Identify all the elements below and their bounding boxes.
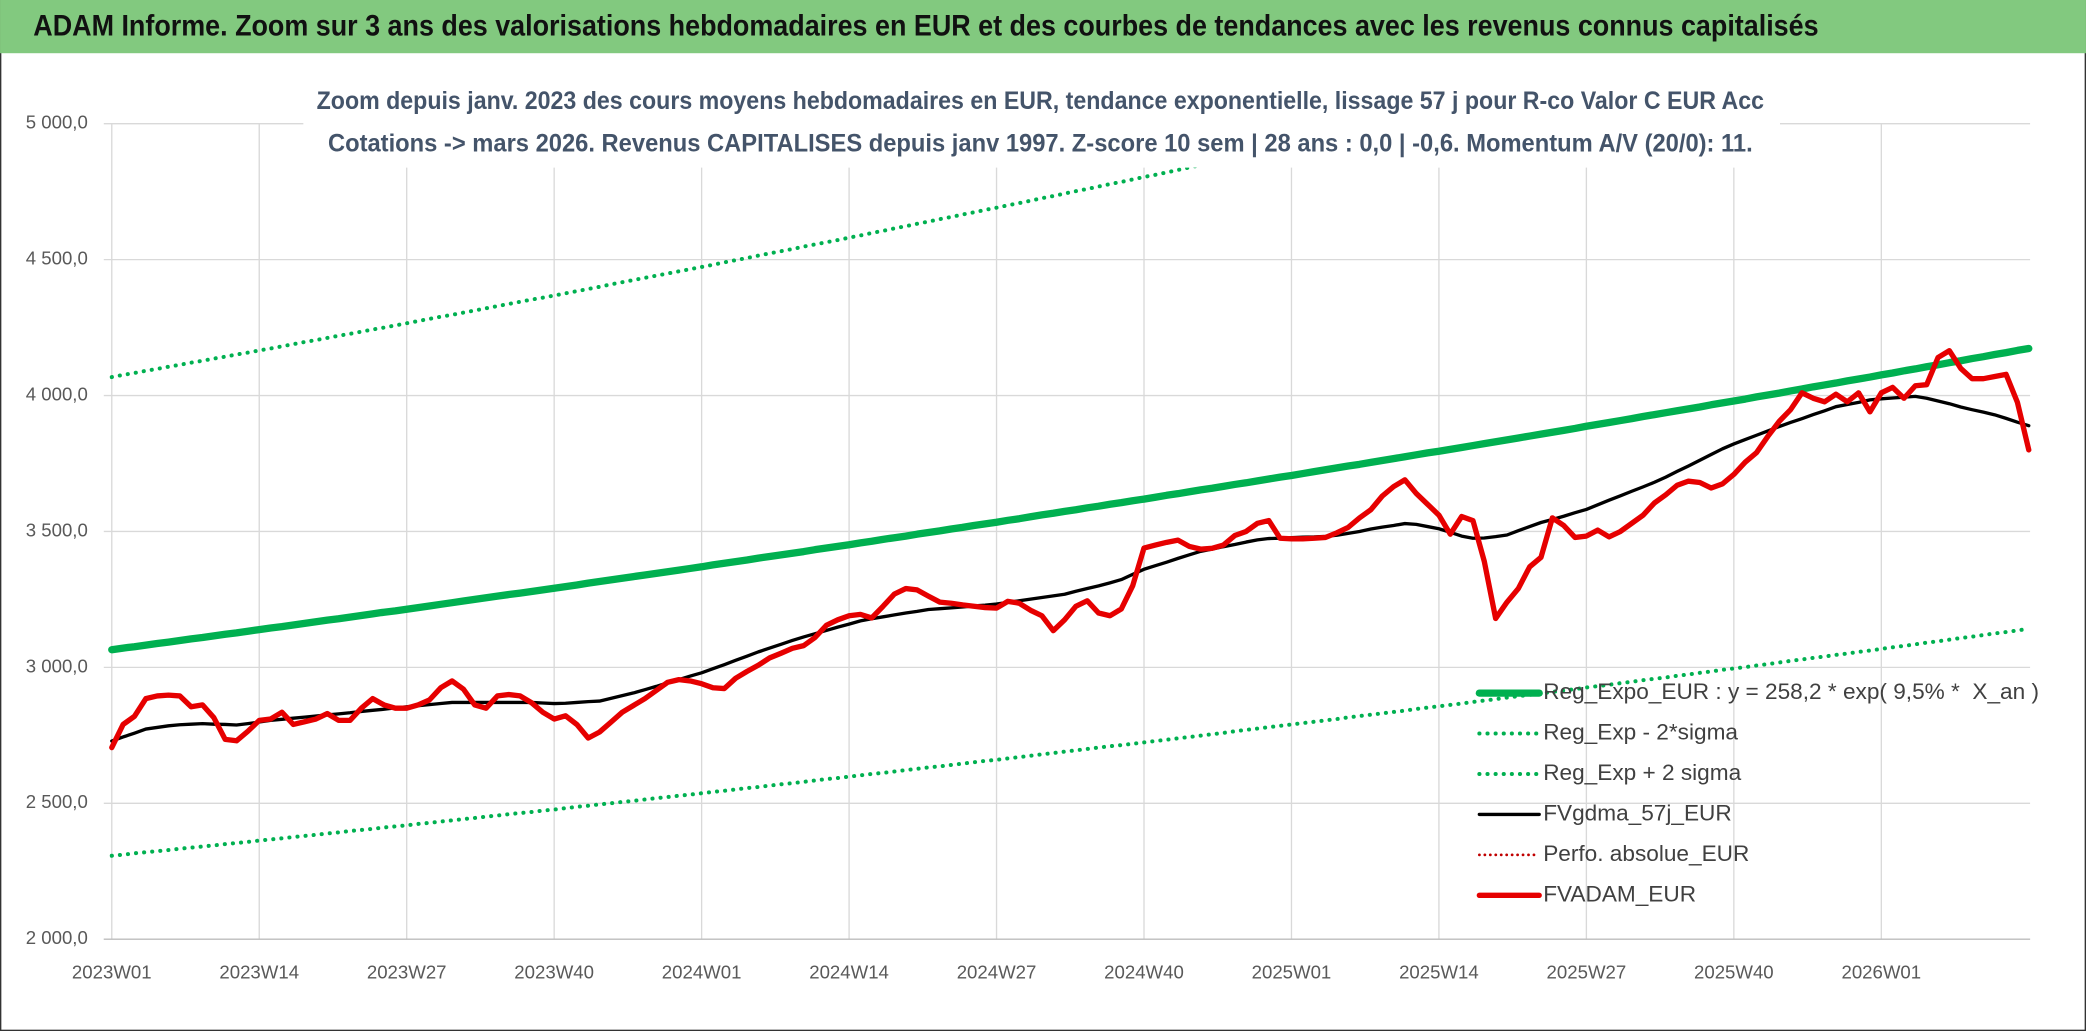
header-title: ADAM Informe. Zoom sur 3 ans des valoris…: [33, 11, 1818, 43]
legend: Reg_Expo_EUR : y = 258,2 * exp( 9,5% * X…: [1475, 679, 2039, 906]
series-line: [109, 626, 2031, 858]
y-tick-label: 3 000,0: [26, 655, 88, 676]
y-tick-label: 2 500,0: [26, 791, 88, 812]
x-tick-label: 2025W40: [1694, 962, 1774, 983]
x-tick-label: 2023W27: [367, 962, 447, 983]
title-box: [303, 79, 1780, 168]
header-bar: [0, 0, 2086, 54]
y-tick-label: 5 000,0: [26, 112, 88, 133]
x-tick-label: 2024W14: [809, 962, 889, 983]
series-line: [110, 394, 2031, 743]
legend-label: FVgdma_57j_EUR: [1543, 800, 1732, 825]
x-tick-label: 2024W01: [662, 962, 742, 983]
legend-label: Perfo. absolue_EUR: [1543, 841, 1749, 866]
x-tick-label: 2023W40: [514, 962, 594, 983]
x-tick-label: 2025W27: [1547, 962, 1627, 983]
series-line: [109, 122, 1408, 380]
x-tick-label: 2023W01: [72, 962, 152, 983]
legend-label: FVADAM_EUR: [1543, 881, 1696, 906]
x-tick-label: 2024W40: [1104, 962, 1184, 983]
legend-label: Reg_Expo_EUR : y = 258,2 * exp( 9,5% * X…: [1543, 679, 2039, 704]
chart-subtitle: Cotations -> mars 2026. Revenus CAPITALI…: [328, 130, 1753, 158]
y-tick-label: 2 000,0: [26, 927, 88, 948]
legend-label: Reg_Exp + 2 sigma: [1543, 760, 1741, 785]
x-tick-label: 2025W14: [1399, 962, 1479, 983]
plot-lines: [108, 122, 2033, 858]
x-tick-label: 2023W14: [219, 962, 299, 983]
y-tick-label: 3 500,0: [26, 519, 88, 540]
series-line: [108, 344, 2033, 654]
x-tick-label: 2025W01: [1252, 962, 1332, 983]
legend-label: Reg_Exp - 2*sigma: [1543, 720, 1738, 745]
series-line: [109, 348, 2032, 751]
y-tick-label: 4 500,0: [26, 248, 88, 269]
x-tick-label: 2024W27: [957, 962, 1037, 983]
y-tick-label: 4 000,0: [26, 383, 88, 404]
x-tick-label: 2026W01: [1841, 962, 1921, 983]
chart-title: Zoom depuis janv. 2023 des cours moyens …: [317, 87, 1764, 115]
